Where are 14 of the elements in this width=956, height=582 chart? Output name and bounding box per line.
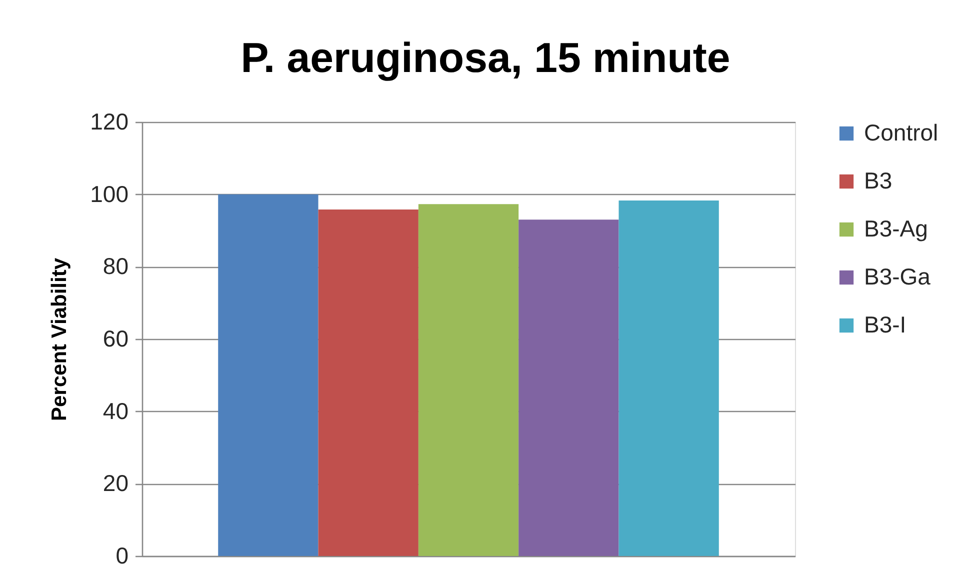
- legend-label: B3-Ga: [864, 264, 931, 290]
- legend-label: B3: [864, 168, 892, 194]
- y-tick-label: 40: [102, 398, 128, 424]
- legend-label: B3-I: [864, 312, 906, 338]
- chart-title: P. aeruginosa, 15 minute: [240, 34, 730, 81]
- y-tick-label: 100: [90, 180, 128, 207]
- y-tick-label: 60: [102, 326, 128, 352]
- legend-label: Control: [864, 120, 938, 146]
- y-axis-title: Percent Viability: [48, 258, 72, 422]
- y-tick-label: 0: [116, 542, 128, 568]
- y-tick-label: 80: [102, 253, 128, 280]
- legend-label: B3-Ag: [864, 216, 928, 242]
- y-tick-label: 120: [90, 108, 128, 134]
- y-tick-label: 20: [102, 470, 128, 496]
